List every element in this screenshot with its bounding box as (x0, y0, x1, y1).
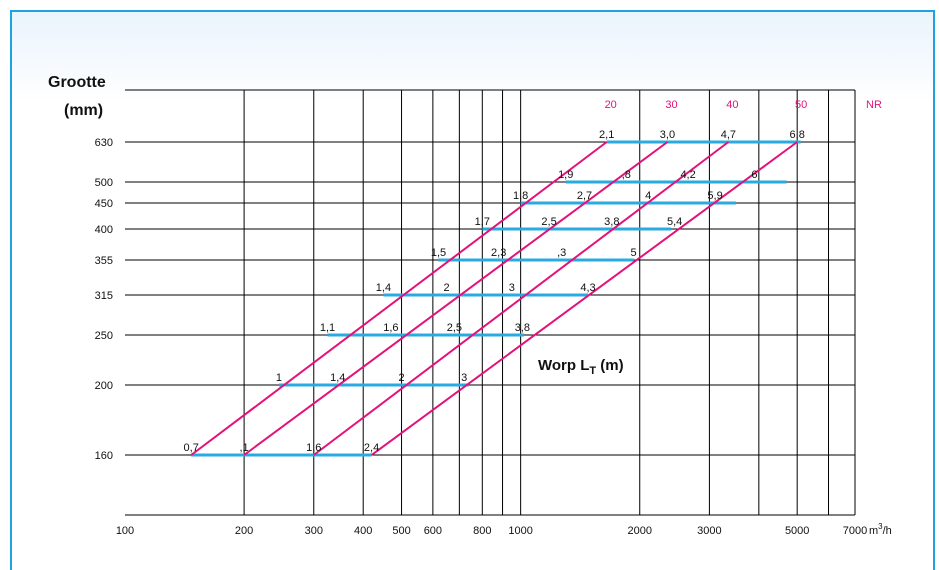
throw-label: 1,1 (320, 322, 335, 334)
throw-label: 3 (461, 372, 467, 384)
throw-label: 2,5 (541, 216, 556, 228)
y-axis-title-line1: Grootte (48, 74, 106, 91)
nr-line-label: 40 (726, 99, 738, 111)
throw-label: 5,4 (667, 216, 682, 228)
throw-label: 2 (398, 372, 404, 384)
y-tick-label: 315 (95, 290, 113, 302)
nr-line (190, 141, 608, 456)
y-tick-label: 450 (95, 198, 113, 210)
throw-label: ,8 (622, 169, 631, 181)
throw-label: 3,0 (660, 129, 675, 141)
throw-label: 1 (276, 372, 282, 384)
throw-label: 2,4 (364, 442, 379, 454)
x-tick-label: 1000 (508, 525, 532, 537)
throw-label: 3,8 (604, 216, 619, 228)
throw-label: 1,8 (513, 190, 528, 202)
y-tick-label: 160 (95, 450, 113, 462)
x-tick-label: 600 (424, 525, 442, 537)
throw-label: 2,5 (447, 322, 462, 334)
throw-label: 4,7 (721, 129, 736, 141)
throw-label: 2,3 (491, 247, 506, 259)
y-tick-label: 200 (95, 380, 113, 392)
throw-label: 2 (444, 282, 450, 294)
x-unit-label: m3/h (869, 522, 892, 537)
x-tick-label: 100 (116, 525, 134, 537)
throw-label: 1,4 (376, 282, 391, 294)
nr-axis-label: NR (866, 99, 882, 111)
throw-label: 3 (509, 282, 515, 294)
y-tick-label: 250 (95, 330, 113, 342)
nr-line-label: 20 (605, 99, 617, 111)
nr-line (370, 141, 798, 456)
throw-label: 4 (645, 190, 651, 202)
throw-label: 6 (751, 169, 757, 181)
chart-frame (10, 10, 935, 570)
throw-label: ,1 (240, 442, 249, 454)
throw-label: 6,8 (790, 129, 805, 141)
x-tick-label: 3000 (697, 525, 721, 537)
nr-line-label: 30 (665, 99, 677, 111)
x-tick-label: 500 (392, 525, 410, 537)
y-axis-title-line2: (mm) (64, 102, 104, 119)
throw-label: 4,3 (580, 282, 595, 294)
throw-label: ,3 (557, 247, 566, 259)
x-tick-label: 300 (305, 525, 323, 537)
y-tick-label: 630 (95, 137, 113, 149)
throw-label: 0,7 (184, 442, 199, 454)
throw-label: 1,7 (475, 216, 490, 228)
throw-label: 1,6 (306, 442, 321, 454)
x-tick-label: 800 (473, 525, 491, 537)
nr-line (243, 141, 669, 456)
x-tick-label: 5000 (785, 525, 809, 537)
x-tick-label: 400 (354, 525, 372, 537)
throw-label: 1,9 (558, 169, 573, 181)
x-tick-label: 7000 (843, 525, 867, 537)
throw-label: 5 (631, 247, 637, 259)
x-tick-label: 2000 (628, 525, 652, 537)
y-tick-label: 400 (95, 224, 113, 236)
y-tick-label: 355 (95, 255, 113, 267)
throw-label: 1,5 (431, 247, 446, 259)
throw-label: 2,1 (599, 129, 614, 141)
throw-title: Worp LT (m) (538, 357, 624, 377)
throw-label: 1,6 (383, 322, 398, 334)
throw-label: 2,7 (577, 190, 592, 202)
y-tick-label: 500 (95, 177, 113, 189)
throw-label: 5,9 (707, 190, 722, 202)
throw-label: 4,2 (680, 169, 695, 181)
throw-label: 1,4 (330, 372, 345, 384)
nr-line (313, 141, 729, 456)
x-tick-label: 200 (235, 525, 253, 537)
throw-label: 3,8 (515, 322, 530, 334)
nr-line-label: 50 (795, 99, 807, 111)
